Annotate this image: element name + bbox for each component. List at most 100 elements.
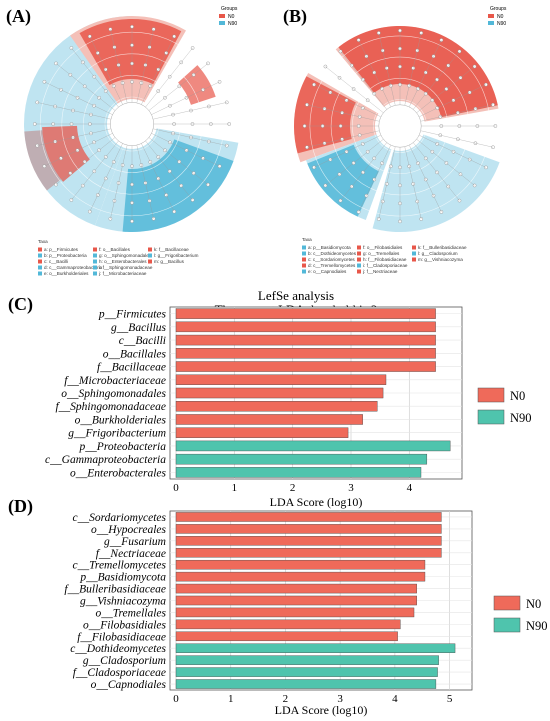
clade-branch	[404, 146, 422, 220]
clade-branch	[55, 137, 116, 185]
category-label: p__Proteobacteria	[79, 441, 167, 453]
x-tick-label: 0	[173, 482, 179, 494]
x-tick-label: 1	[228, 693, 234, 705]
clade-branch	[151, 133, 220, 167]
clade-branch	[145, 47, 193, 108]
category-label: c__Gammaproteobacteria	[45, 454, 166, 466]
clade-branch	[89, 36, 123, 105]
category-label: o__Burkholderiales	[75, 414, 167, 426]
category-label: o__Enterobacterales	[70, 467, 167, 479]
legend-swatch-n0	[488, 14, 494, 18]
clade-sector	[178, 65, 216, 105]
clade-branch	[313, 84, 381, 117]
legend-swatch	[477, 409, 505, 425]
clade-branch	[141, 36, 175, 105]
x-tick-label: 3	[337, 693, 343, 705]
lda-bar	[175, 321, 436, 333]
x-tick-label: 4	[392, 693, 398, 705]
taxa-swatch	[38, 253, 42, 258]
category-label: o__Capnodiales	[91, 679, 167, 691]
taxa-label: g: o__Tremellales	[363, 251, 400, 256]
panel-b: (B) Groups N0 N90 Taxa a: p__Basidiomyco…	[283, 6, 507, 274]
clade-branch	[413, 142, 460, 201]
clade-branch	[153, 102, 227, 120]
clade-branch	[145, 140, 193, 201]
taxa-swatch	[38, 265, 42, 270]
clade-branch	[110, 145, 128, 219]
lda-bar	[175, 512, 442, 522]
legend-label-n90: N90	[497, 21, 506, 27]
lda-bar	[175, 643, 456, 653]
clade-branch	[71, 47, 119, 108]
clade-branch	[89, 143, 123, 212]
taxa-swatch	[412, 251, 416, 256]
clade-branch	[306, 104, 380, 122]
x-tick-label: 0	[173, 693, 179, 705]
taxa-label: l: g__Frigoribacterium	[154, 253, 199, 258]
category-label: o__Hypocreales	[91, 524, 166, 536]
category-label: o__Bacillales	[103, 348, 167, 360]
taxa-label: e: o__Burkholderiales	[44, 271, 89, 276]
legend-swatch	[493, 595, 521, 611]
clade-root	[110, 102, 154, 146]
clade-branch	[44, 81, 113, 115]
panel-c: (C) LefSe analysis The current LDA thres…	[8, 288, 532, 509]
clade-branch	[306, 130, 380, 148]
taxa-label: i: f__Sphingomonadaceae	[99, 265, 153, 270]
lda-bar	[175, 361, 436, 372]
clade-branch	[358, 145, 391, 213]
taxa-swatch	[357, 263, 361, 268]
clade-root	[378, 104, 422, 148]
taxa-swatch	[357, 257, 361, 262]
taxa-label: j: f__Nectriaceae	[362, 269, 398, 274]
taxa-swatch	[93, 271, 97, 276]
taxa-label: f: o__Bacillales	[99, 247, 131, 252]
clade-sector	[372, 134, 500, 232]
taxa-label: m: g__Bacillus	[154, 259, 185, 264]
taxa-swatch	[148, 247, 152, 252]
legend-label: N0	[526, 597, 541, 611]
clade-branch	[419, 84, 487, 117]
lda-bar	[175, 655, 439, 665]
taxa-swatch	[93, 259, 97, 264]
taxa-label: k: f__Bacillaceae	[154, 247, 189, 252]
chart-title: LefSe analysis	[258, 288, 334, 303]
clade-sector	[294, 76, 356, 154]
clade-branch	[358, 39, 391, 107]
legend-label: N0	[510, 389, 525, 403]
clade-branch	[420, 130, 494, 148]
clade-branch	[378, 146, 396, 220]
x-tick-label: 2	[290, 482, 296, 494]
taxa-swatch	[93, 265, 97, 270]
lda-chart-c: 0 1 2 3 4 p__Firmicutesg__Bacillusc__Bacillio…	[45, 306, 532, 509]
legend-swatch	[477, 387, 505, 403]
taxa-label: b: p__Proteobacteria	[44, 253, 87, 258]
lda-bar	[175, 607, 415, 618]
clade-sector	[338, 25, 498, 118]
x-axis-label: LDA Score (log10)	[275, 703, 368, 717]
clade-sector	[122, 139, 234, 232]
taxa-swatch	[302, 269, 306, 274]
lda-bar	[175, 631, 398, 642]
lda-bar	[175, 467, 422, 478]
taxa-label: b: c__Dothideomycetes	[308, 251, 357, 256]
legend-swatch-n0	[219, 14, 225, 18]
category-label: o__Tremellales	[96, 607, 167, 619]
category-label: g__Cladosporium	[83, 655, 166, 667]
taxa-label: i: f__Cladosporiaceae	[363, 263, 408, 268]
taxa-swatch	[148, 253, 152, 258]
clade-branch	[55, 63, 116, 111]
lda-bar	[175, 440, 451, 452]
category-label: c__Tremellomycetes	[73, 560, 167, 572]
taxa-legend-title: Taxa	[302, 237, 312, 242]
taxa-swatch	[302, 245, 306, 250]
panel-d-label: (D)	[8, 496, 33, 517]
panel-a-label: (A)	[6, 6, 31, 27]
clade-branch	[340, 142, 387, 201]
clade-branch	[141, 143, 175, 212]
clade-branch	[340, 51, 387, 110]
clade-branch	[44, 133, 113, 167]
lda-bar	[175, 401, 378, 412]
clade-branch	[151, 81, 220, 115]
